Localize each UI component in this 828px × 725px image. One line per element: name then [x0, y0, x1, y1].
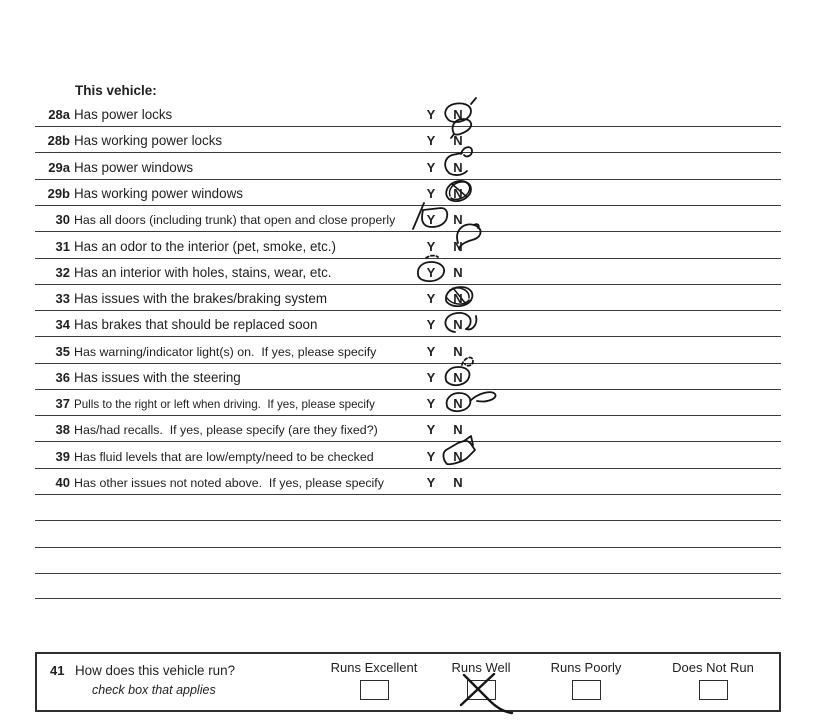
blank-write-in-line — [35, 573, 781, 574]
blank-write-in-line — [35, 547, 781, 548]
checkbox-does-not-run — [698, 680, 728, 700]
answer-no-label: N — [453, 317, 463, 332]
answer-no-label: N — [453, 449, 463, 464]
row-question: Has all doors (including trunk) that ope… — [74, 213, 396, 227]
checklist-row: 28b Has working power locks Y N — [35, 118, 781, 153]
checklist-row: 31 Has an odor to the interior (pet, smo… — [35, 223, 781, 259]
option-runs-poorly: Runs Poorly — [526, 660, 646, 700]
row-number: 41 — [50, 663, 65, 678]
option-label: Runs Excellent — [330, 660, 418, 675]
row-question: Has working power locks — [74, 133, 223, 148]
answer-yes-label: Y — [426, 107, 436, 122]
row-number: 34 — [55, 317, 70, 332]
row-number: 29a — [48, 160, 70, 175]
checkbox-runs-poorly — [571, 680, 601, 700]
answer-yes-label: Y — [426, 449, 436, 464]
checklist-row: 40 Has other issues not noted above. If … — [35, 468, 781, 495]
answer-no-label: N — [453, 265, 463, 280]
checklist-row: 33 Has issues with the brakes/braking sy… — [35, 284, 781, 311]
row-question: Has an odor to the interior (pet, smoke,… — [74, 239, 336, 254]
answer-no-label: N — [453, 107, 463, 122]
answer-yes-label: Y — [426, 370, 436, 385]
row-question: Has working power windows — [74, 186, 243, 201]
answer-no-label: N — [453, 475, 463, 490]
answer-yes-label: Y — [426, 422, 436, 437]
row-number: 36 — [55, 370, 70, 385]
row-number: 32 — [55, 265, 70, 280]
question-41-instruction: check box that applies — [92, 683, 216, 697]
answer-yes-label: Y — [426, 291, 436, 306]
row-question: Has fluid levels that are low/empty/need… — [74, 450, 374, 464]
answer-no-label: N — [453, 370, 463, 385]
option-does-not-run: Does Not Run — [653, 660, 773, 700]
row-question: Has issues with the steering — [74, 370, 241, 385]
answer-no-label: N — [453, 133, 463, 148]
option-runs-excellent: Runs Excellent — [314, 660, 434, 700]
answer-yes-label: Y — [426, 160, 436, 175]
row-question: Has/had recalls. If yes, please specify … — [74, 423, 378, 437]
answer-no-label: N — [453, 396, 463, 411]
row-question: Has brakes that should be replaced soon — [74, 317, 318, 332]
answer-no-label: N — [453, 212, 463, 227]
checklist-row: 38 Has/had recalls. If yes, please speci… — [35, 415, 781, 442]
question-41-text: How does this vehicle run? — [75, 663, 236, 678]
answer-yes-label: Y — [426, 186, 436, 201]
checklist-row: 29a Has power windows Y N — [35, 146, 781, 180]
checkbox-runs-well — [466, 680, 496, 700]
answer-yes-label: Y — [426, 265, 436, 280]
answer-no-label: N — [453, 160, 463, 175]
answer-yes-label: Y — [426, 475, 436, 490]
question-41-box: 41 How does this vehicle run? check box … — [35, 652, 781, 715]
checklist-row: 37 Pulls to the right or left when drivi… — [35, 389, 781, 416]
answer-no-label: N — [453, 344, 463, 359]
answer-yes-label: Y — [426, 212, 436, 227]
row-number: 30 — [55, 212, 70, 227]
checklist-row: 35 Has warning/indicator light(s) on. If… — [35, 337, 781, 364]
row-number: 28a — [48, 107, 70, 122]
row-number: 39 — [55, 449, 70, 464]
option-label: Runs Well — [451, 660, 511, 675]
checklist-row: 34 Has brakes that should be replaced so… — [35, 310, 781, 337]
checklist-row: 39 Has fluid levels that are low/empty/n… — [35, 435, 781, 469]
row-question: Has other issues not noted above. If yes… — [74, 476, 384, 490]
answer-yes-label: Y — [426, 396, 436, 411]
row-question: Has an interior with holes, stains, wear… — [74, 265, 332, 280]
option-label: Runs Poorly — [550, 660, 622, 675]
answer-no-label: N — [453, 186, 463, 201]
blank-write-in-line — [35, 598, 781, 599]
row-question: Has power locks — [74, 107, 173, 122]
answer-yes-label: Y — [426, 239, 436, 254]
checklist-row: 30 Has all doors (including trunk) that … — [35, 202, 781, 232]
row-question: Has warning/indicator light(s) on. If ye… — [74, 345, 377, 359]
pen-circle-mark — [444, 97, 477, 123]
row-number: 40 — [55, 475, 70, 490]
checklist-row: 29b Has working power windows Y N — [35, 179, 781, 206]
answer-yes-label: Y — [426, 317, 436, 332]
row-number: 29b — [47, 186, 70, 201]
answer-no-label: N — [453, 239, 463, 254]
checkbox-runs-excellent — [359, 680, 389, 700]
option-runs-well: Runs Well — [421, 660, 541, 715]
row-question: Has power windows — [74, 160, 194, 175]
answer-no-label: N — [453, 291, 463, 306]
row-number: 31 — [55, 239, 70, 254]
row-number: 35 — [55, 344, 70, 359]
row-number: 33 — [55, 291, 70, 306]
section-header: This vehicle: — [75, 83, 157, 98]
row-number: 28b — [47, 133, 70, 148]
answer-yes-label: Y — [426, 133, 436, 148]
checklist-row: 36 Has issues with the steering Y N — [35, 356, 781, 390]
blank-write-in-line — [35, 520, 781, 521]
checklist-row: 32 Has an interior with holes, stains, w… — [35, 254, 781, 285]
answer-no-label: N — [453, 422, 463, 437]
option-label: Does Not Run — [672, 660, 754, 675]
checklist-row: 28a Has power locks Y N — [35, 97, 781, 127]
row-question: Pulls to the right or left when driving.… — [74, 398, 375, 411]
row-number: 37 — [55, 396, 70, 411]
answer-yes-label: Y — [426, 344, 436, 359]
row-number: 38 — [55, 422, 70, 437]
row-question: Has issues with the brakes/braking syste… — [74, 291, 328, 306]
